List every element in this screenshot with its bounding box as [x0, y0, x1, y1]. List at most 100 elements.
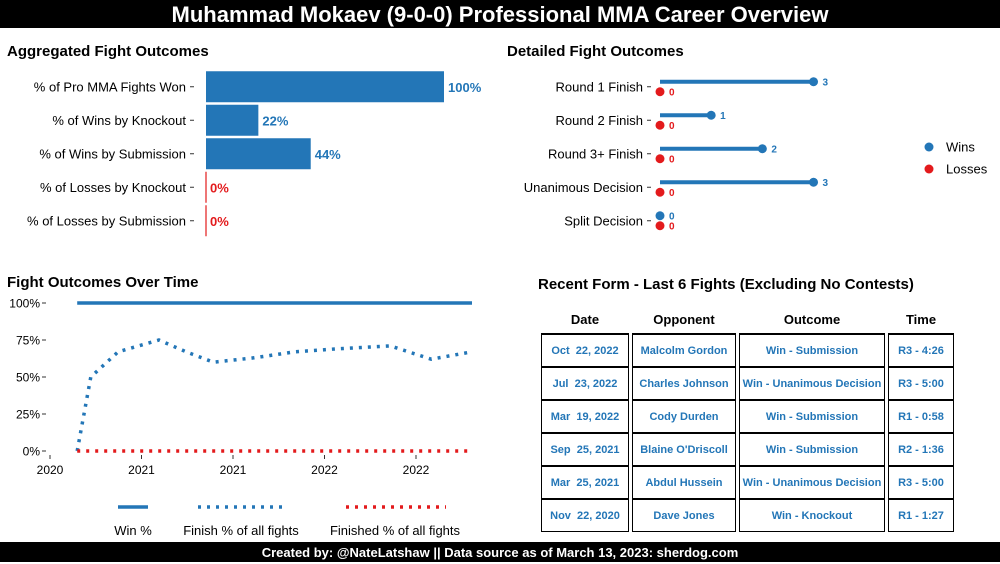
data-label: 44%: [315, 147, 341, 162]
loss-point: [655, 120, 665, 130]
win-value-label: 1: [720, 111, 726, 122]
x-tick-label: 2020: [37, 463, 64, 477]
recent-form-table: Date Opponent Outcome Time Oct 22, 2022 M…: [538, 305, 957, 532]
win-point: [706, 110, 716, 120]
win-point: [757, 144, 767, 154]
win-value-label: 3: [823, 77, 829, 88]
table-cell-time: R3 - 5:00: [888, 367, 954, 400]
legend-label: Losses: [946, 162, 988, 177]
table-cell-outcome: Win - Submission: [739, 400, 885, 433]
detailed-panel-title: Detailed Fight Outcomes: [507, 43, 684, 60]
column-header-opponent: Opponent: [632, 305, 736, 334]
table-cell-outcome: Win - Unanimous Decision: [739, 367, 885, 400]
loss-value-label: 0: [669, 121, 675, 132]
data-label: 0%: [210, 214, 229, 229]
category-label: Split Decision: [564, 213, 643, 228]
y-tick-label: 0%: [23, 445, 41, 459]
table-cell-date: Oct 22, 2022: [541, 334, 629, 367]
recent-form-panel-title: Recent Form - Last 6 Fights (Excluding N…: [538, 276, 914, 293]
legend-swatch: [924, 142, 934, 152]
loss-value-label: 0: [669, 221, 675, 232]
category-label: % of Wins by Knockout: [52, 113, 186, 128]
column-header-date: Date: [541, 305, 629, 334]
category-label: Round 2 Finish: [556, 113, 643, 128]
y-tick-label: 25%: [16, 408, 40, 422]
column-header-outcome: Outcome: [739, 305, 885, 334]
table-row: Sep 25, 2021 Blaine O'Driscoll Win - Submi…: [541, 433, 954, 466]
table-row: Mar 25, 2021 Abdul Hussein Win - Unanimous…: [541, 466, 954, 499]
category-label: % of Losses by Knockout: [40, 180, 186, 195]
data-label: 100%: [448, 80, 482, 95]
win-point: [809, 177, 819, 187]
table-cell-opponent: Dave Jones: [632, 499, 736, 532]
time-panel-title: Fight Outcomes Over Time: [7, 274, 199, 291]
win-value-label: 0: [669, 211, 675, 222]
loss-point: [655, 221, 665, 231]
column-header-time: Time: [888, 305, 954, 334]
table-cell-date: Jul 23, 2022: [541, 367, 629, 400]
bar: [206, 71, 444, 103]
table-cell-time: R3 - 4:26: [888, 334, 954, 367]
legend-label: Finished % of all fights: [330, 523, 461, 538]
loss-value-label: 0: [669, 87, 675, 98]
legend-label: Finish % of all fights: [183, 523, 299, 538]
recent-form-table-container: Date Opponent Outcome Time Oct 22, 2022 M…: [538, 305, 962, 542]
bar: [206, 138, 311, 170]
data-label: 0%: [210, 180, 229, 195]
footer-credit: Created by: @NateLatshaw || Data source …: [0, 542, 1000, 562]
page-title: Muhammad Mokaev (9-0-0) Professional MMA…: [0, 0, 1000, 28]
loss-point: [655, 187, 665, 197]
loss-point: [655, 87, 665, 97]
table-cell-outcome: Win - Unanimous Decision: [739, 466, 885, 499]
table-cell-opponent: Malcolm Gordon: [632, 334, 736, 367]
table-cell-outcome: Win - Knockout: [739, 499, 885, 532]
table-cell-outcome: Win - Submission: [739, 433, 885, 466]
win-value-label: 3: [823, 178, 829, 189]
loss-value-label: 0: [669, 154, 675, 165]
aggregated-panel-title: Aggregated Fight Outcomes: [7, 43, 209, 60]
category-label: Round 1 Finish: [556, 79, 643, 94]
category-label: % of Losses by Submission: [27, 213, 186, 228]
table-row: Mar 19, 2022 Cody Durden Win - Submission R…: [541, 400, 954, 433]
table-cell-outcome: Win - Submission: [739, 334, 885, 367]
table-cell-opponent: Blaine O'Driscoll: [632, 433, 736, 466]
table-cell-date: Nov 22, 2020: [541, 499, 629, 532]
table-cell-date: Mar 19, 2022: [541, 400, 629, 433]
table-cell-time: R1 - 0:58: [888, 400, 954, 433]
table-cell-date: Sep 25, 2021: [541, 433, 629, 466]
table-cell-opponent: Cody Durden: [632, 400, 736, 433]
bar: [206, 104, 259, 136]
table-cell-opponent: Charles Johnson: [632, 367, 736, 400]
x-tick-label: 2021: [220, 463, 247, 477]
data-label: 22%: [262, 113, 288, 128]
legend-label: Wins: [946, 140, 975, 155]
category-label: Unanimous Decision: [524, 180, 643, 195]
legend-label: Win %: [114, 523, 152, 538]
table-row: Oct 22, 2022 Malcolm Gordon Win - Submissi…: [541, 334, 954, 367]
table-row: Nov 22, 2020 Dave Jones Win - Knockout R1 -…: [541, 499, 954, 532]
y-tick-label: 100%: [9, 297, 40, 311]
table-cell-date: Mar 25, 2021: [541, 466, 629, 499]
table-row: Jul 23, 2022 Charles Johnson Win - Unanimo…: [541, 367, 954, 400]
x-tick-label: 2022: [311, 463, 338, 477]
x-tick-label: 2022: [403, 463, 430, 477]
series-line: [75, 338, 473, 452]
category-label: % of Wins by Submission: [39, 146, 186, 161]
y-tick-label: 50%: [16, 371, 40, 385]
loss-point: [655, 154, 665, 164]
loss-value-label: 0: [669, 188, 675, 199]
legend-swatch: [924, 164, 934, 174]
x-tick-label: 2021: [128, 463, 155, 477]
table-cell-time: R1 - 1:27: [888, 499, 954, 532]
win-point: [655, 211, 665, 221]
table-cell-time: R3 - 5:00: [888, 466, 954, 499]
category-label: % of Pro MMA Fights Won: [34, 79, 186, 94]
y-tick-label: 75%: [16, 334, 40, 348]
win-value-label: 2: [771, 144, 777, 155]
category-label: Round 3+ Finish: [548, 146, 643, 161]
table-cell-opponent: Abdul Hussein: [632, 466, 736, 499]
table-cell-time: R2 - 1:36: [888, 433, 954, 466]
